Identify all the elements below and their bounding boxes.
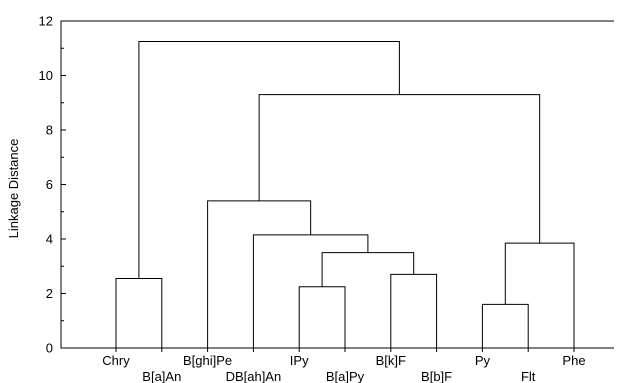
cluster-link (115, 278, 163, 348)
y-axis: 0 2 4 6 8 10 12 (39, 14, 614, 356)
cluster-link (207, 200, 312, 348)
leaf-label: Chry (102, 353, 130, 368)
cluster-link (481, 303, 529, 348)
cluster-link (138, 40, 400, 279)
cluster-link (321, 252, 415, 287)
cluster-link (504, 242, 575, 348)
leaf-label: Flt (521, 369, 536, 383)
leaf-label: IPy (290, 353, 309, 368)
cluster-link (252, 234, 369, 348)
leaf-label: B[a]Py (326, 369, 365, 383)
y-tick-label: 6 (46, 177, 53, 192)
cluster-link (390, 273, 438, 348)
leaf-label: B[a]An (142, 369, 181, 383)
leaf-label: B[b]F (421, 369, 452, 383)
y-tick-label: 4 (46, 232, 53, 247)
leaf-label: DB[ah]An (226, 369, 282, 383)
leaf-label: B[ghi]Pe (183, 353, 232, 368)
y-tick-label: 10 (39, 68, 53, 83)
leaf-label: B[k]F (376, 353, 406, 368)
leaf-label: Py (475, 353, 491, 368)
dendrogram-links (115, 40, 575, 348)
y-axis-title: Linkage Distance (6, 139, 21, 239)
y-tick-label: 12 (39, 14, 53, 29)
cluster-link (298, 286, 346, 348)
leaf-label: Phe (562, 353, 585, 368)
y-tick-label: 2 (46, 286, 53, 301)
cluster-link (258, 94, 541, 244)
y-tick-label: 0 (46, 341, 53, 356)
plot-frame (60, 20, 614, 349)
y-tick-label: 8 (46, 123, 53, 138)
